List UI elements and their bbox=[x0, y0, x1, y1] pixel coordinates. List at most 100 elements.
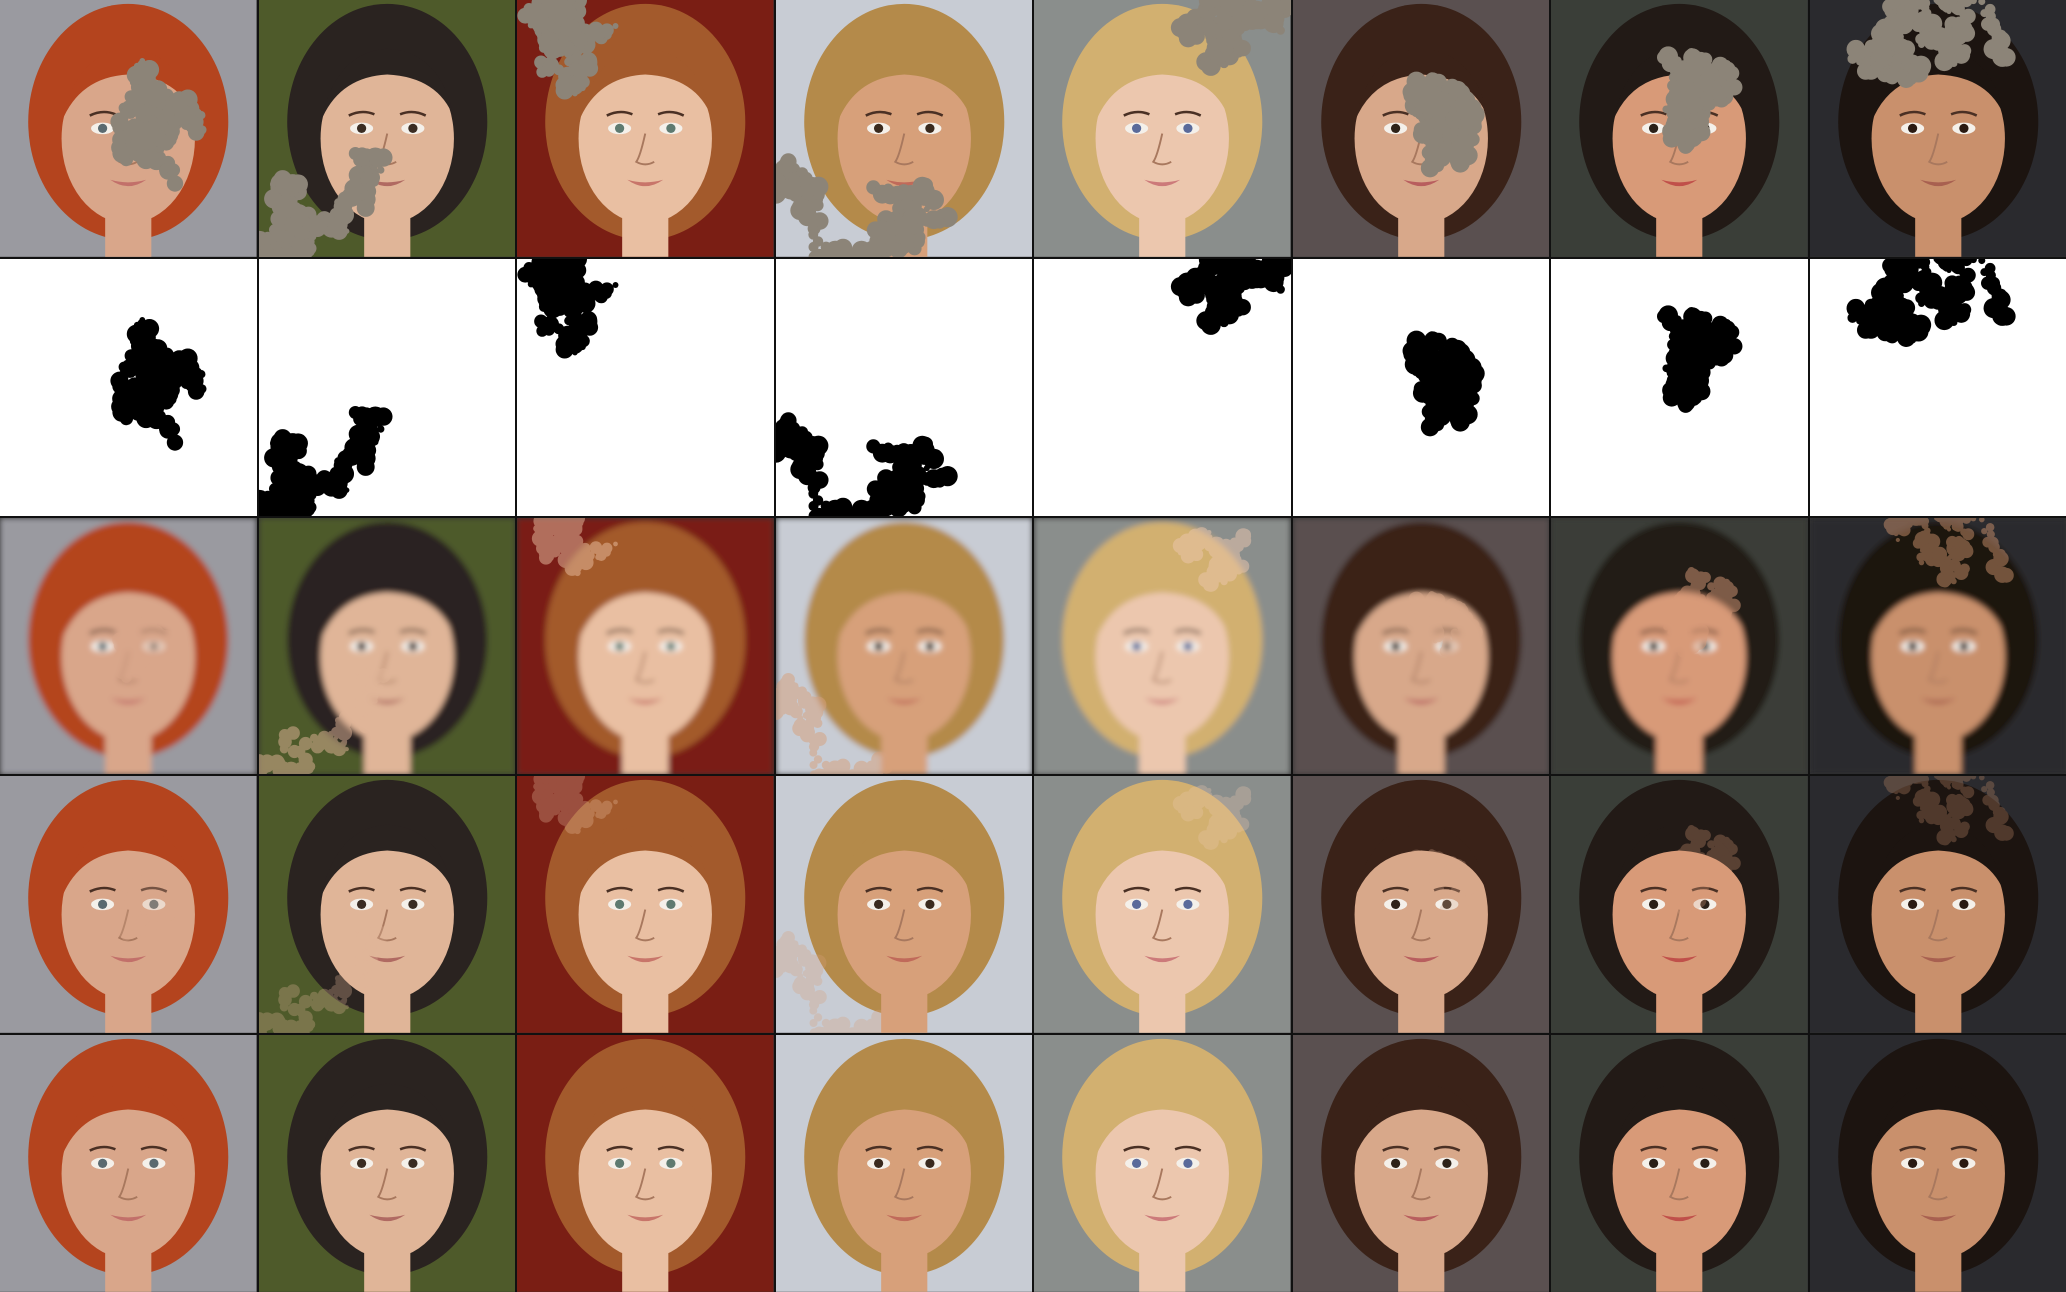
right-iris bbox=[924, 1158, 935, 1169]
left-brow bbox=[1123, 110, 1150, 117]
mouth bbox=[110, 697, 147, 704]
face bbox=[578, 53, 712, 224]
left-brow bbox=[606, 887, 633, 894]
mouth bbox=[368, 697, 405, 704]
mask-overlay bbox=[517, 0, 619, 100]
face bbox=[578, 1089, 712, 1259]
inpaint-artifact bbox=[775, 672, 893, 775]
inpaint-artifact bbox=[112, 607, 181, 686]
mouth bbox=[110, 179, 147, 187]
inpaint-artifact bbox=[258, 924, 391, 1034]
mouth bbox=[1402, 1214, 1439, 1222]
inpainted-result-image bbox=[1551, 517, 1808, 775]
nose bbox=[893, 909, 914, 942]
right-iris bbox=[666, 1158, 676, 1169]
fringe bbox=[320, 1083, 454, 1158]
right-iris bbox=[1183, 1158, 1193, 1169]
left-brow bbox=[1640, 110, 1667, 117]
right-iris bbox=[924, 900, 935, 910]
right-iris bbox=[407, 641, 418, 651]
left-iris bbox=[1907, 641, 1917, 651]
fringe bbox=[61, 1083, 195, 1158]
right-iris bbox=[666, 900, 676, 910]
fringe bbox=[1354, 1083, 1488, 1158]
fringe bbox=[1095, 566, 1229, 640]
right-brow bbox=[1174, 628, 1202, 635]
fringe bbox=[1095, 1083, 1229, 1158]
left-iris bbox=[1390, 641, 1400, 651]
masked-input-image bbox=[1551, 0, 1808, 257]
ground-truth-image bbox=[1292, 1035, 1549, 1292]
right-iris bbox=[1183, 641, 1193, 651]
right-brow bbox=[1433, 1145, 1460, 1152]
right-brow bbox=[1691, 887, 1719, 894]
left-brow bbox=[1898, 110, 1926, 117]
fringe bbox=[837, 566, 971, 640]
right-iris bbox=[1700, 1158, 1710, 1169]
binary-mask-image bbox=[0, 258, 257, 516]
left-iris bbox=[1648, 1158, 1659, 1169]
right-brow bbox=[657, 628, 685, 635]
face bbox=[837, 1089, 971, 1259]
binary-mask-image bbox=[517, 258, 774, 516]
mouth bbox=[885, 697, 922, 704]
mouth bbox=[1919, 179, 1956, 187]
left-brow bbox=[606, 110, 633, 117]
right-iris bbox=[1183, 900, 1193, 910]
right-iris bbox=[666, 641, 676, 651]
nose bbox=[634, 1168, 655, 1201]
ground-truth-image bbox=[1809, 1035, 2066, 1292]
left-brow bbox=[1898, 1145, 1926, 1152]
face bbox=[1871, 830, 2005, 1000]
right-iris bbox=[149, 900, 159, 910]
face bbox=[1354, 830, 1488, 1000]
mouth bbox=[1661, 179, 1698, 187]
left-brow bbox=[1123, 887, 1150, 894]
left-iris bbox=[1648, 900, 1659, 910]
inpaint-artifact bbox=[531, 517, 618, 576]
left-iris bbox=[356, 641, 366, 651]
mouth bbox=[368, 1214, 405, 1222]
mask-overlay bbox=[1402, 71, 1485, 178]
nose bbox=[376, 1168, 397, 1201]
right-brow bbox=[1950, 1145, 1977, 1152]
ground-truth-image bbox=[258, 1035, 515, 1292]
binary-mask-image bbox=[1809, 258, 2066, 516]
left-iris bbox=[873, 900, 883, 910]
right-iris bbox=[924, 123, 935, 134]
nose bbox=[893, 1168, 914, 1201]
fringe bbox=[320, 566, 454, 640]
mouth bbox=[1661, 697, 1698, 704]
inpaint-artifact bbox=[1172, 526, 1252, 592]
mouth bbox=[368, 956, 405, 963]
right-iris bbox=[149, 1158, 159, 1169]
mouth bbox=[1919, 956, 1956, 963]
face bbox=[1354, 1089, 1488, 1259]
nose bbox=[1668, 1168, 1689, 1201]
left-brow bbox=[347, 628, 375, 635]
right-brow bbox=[140, 1145, 168, 1152]
left-iris bbox=[1131, 900, 1142, 910]
masked-input-image bbox=[517, 0, 774, 257]
fringe bbox=[578, 1083, 712, 1158]
left-iris bbox=[97, 123, 108, 134]
left-brow bbox=[1381, 887, 1409, 894]
right-brow bbox=[657, 1145, 685, 1152]
right-brow bbox=[1174, 110, 1202, 117]
left-iris bbox=[97, 641, 108, 651]
inpainted-result-image bbox=[1034, 517, 1291, 775]
mask-shape bbox=[517, 258, 619, 359]
nose bbox=[117, 909, 138, 942]
fringe bbox=[1095, 825, 1229, 899]
mask-shape bbox=[1846, 258, 2016, 347]
mouth bbox=[1144, 1214, 1181, 1222]
left-brow bbox=[1381, 110, 1409, 117]
mask-shape bbox=[258, 405, 393, 516]
left-iris bbox=[1907, 123, 1917, 134]
face bbox=[320, 1089, 454, 1259]
mouth bbox=[110, 956, 147, 963]
nose bbox=[1410, 1168, 1431, 1201]
left-brow bbox=[89, 110, 116, 117]
mouth bbox=[1919, 1214, 1956, 1222]
nose bbox=[1927, 650, 1948, 683]
